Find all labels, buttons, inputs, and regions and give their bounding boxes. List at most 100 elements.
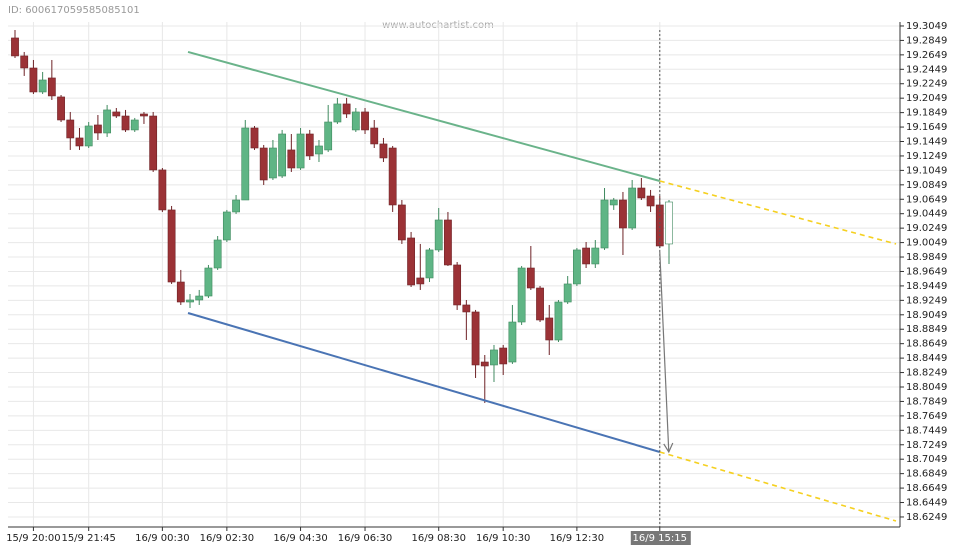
y-tick-label: 19.1049: [906, 165, 947, 176]
candle-body: [628, 187, 637, 229]
y-tick-label: 18.7449: [906, 425, 947, 436]
candle-body: [609, 199, 618, 206]
candle-body: [103, 109, 112, 134]
y-tick-label: 18.6449: [906, 498, 947, 509]
y-tick-label: 18.9849: [906, 252, 947, 263]
y-tick-label: 18.7049: [906, 454, 947, 465]
candle-body: [425, 249, 434, 279]
candle-body: [637, 187, 646, 199]
candle-body: [222, 211, 231, 241]
candle-body: [195, 295, 204, 301]
y-tick-label: 18.8649: [906, 339, 947, 350]
candle-body: [158, 169, 167, 211]
candle-body: [213, 239, 222, 269]
y-tick-label: 18.6649: [906, 483, 947, 494]
candle-body: [471, 311, 480, 366]
candle-body: [186, 299, 194, 303]
candle-body: [75, 137, 84, 147]
candle-body: [379, 143, 388, 159]
x-tick-label: 16/9 15:15: [633, 533, 687, 544]
candle-body: [665, 201, 673, 245]
x-label-highlight: [630, 531, 691, 545]
y-tick-label: 19.1249: [906, 151, 947, 162]
x-tick-label: 16/9 12:30: [550, 533, 604, 544]
candle-body: [591, 247, 600, 265]
y-tick-label: 19.2649: [906, 50, 947, 61]
candle-body: [47, 77, 56, 97]
candle-body: [112, 111, 121, 117]
y-tick-label: 18.6849: [906, 469, 947, 480]
y-tick-label: 19.0849: [906, 180, 947, 191]
candle-body: [29, 67, 38, 93]
y-tick-label: 18.9249: [906, 295, 947, 306]
candle-body: [140, 113, 148, 117]
candle-body: [38, 79, 47, 93]
candle-body: [582, 247, 590, 265]
candle-body: [526, 267, 535, 289]
y-tick-label: 19.1649: [906, 122, 947, 133]
candle-body: [480, 361, 489, 367]
x-tick-label: 15/9 21:45: [61, 533, 115, 544]
forecast-arrow: [659, 251, 670, 453]
x-tick-label: 16/9 08:30: [411, 533, 465, 544]
x-tick-label: 16/9 06:30: [338, 533, 392, 544]
candle-body: [315, 145, 323, 155]
y-tick-label: 19.2249: [906, 79, 947, 90]
resistance-forecast: [659, 180, 897, 245]
y-tick-label: 18.7649: [906, 411, 947, 422]
x-tick-label: 16/9 04:30: [273, 533, 327, 544]
forecast-arrowhead: [663, 442, 674, 454]
y-tick-label: 18.6249: [906, 512, 947, 523]
y-tick-label: 18.9649: [906, 266, 947, 277]
y-tick-label: 19.0649: [906, 194, 947, 205]
candle-body: [370, 127, 379, 145]
candle-body: [57, 96, 65, 121]
candle-body: [508, 321, 517, 363]
resistance-line: [187, 51, 661, 182]
y-tick-label: 19.2849: [906, 35, 947, 46]
candle-body: [453, 264, 462, 306]
y-tick-label: 18.8849: [906, 324, 947, 335]
candle-body: [287, 149, 296, 169]
y-tick-label: 18.9049: [906, 310, 947, 321]
candle-body: [563, 283, 572, 303]
y-tick-label: 19.1849: [906, 108, 947, 119]
candle-body: [250, 127, 259, 149]
candle-body: [167, 209, 176, 283]
candle-body: [269, 147, 277, 179]
y-tick-label: 18.7249: [906, 440, 947, 451]
y-tick-label: 18.7849: [906, 396, 947, 407]
candle-body: [536, 287, 544, 321]
candle-body: [241, 127, 250, 201]
y-tick-label: 19.0249: [906, 223, 947, 234]
candle-body: [176, 281, 185, 303]
candle-body: [11, 37, 19, 57]
y-tick-label: 18.8049: [906, 382, 947, 393]
y-tick-label: 18.8249: [906, 368, 947, 379]
support-line: [187, 312, 661, 453]
support-forecast: [659, 451, 897, 522]
candle-body: [121, 115, 130, 131]
candle-body: [305, 133, 314, 157]
candle-body: [416, 277, 425, 285]
candle-body: [646, 195, 655, 207]
candle-body: [84, 125, 93, 147]
candle-body: [130, 119, 139, 131]
candle-body: [572, 249, 581, 285]
candle-body: [655, 204, 664, 247]
y-tick-label: 18.9449: [906, 281, 947, 292]
candle-body: [20, 55, 29, 69]
candle-body: [278, 133, 287, 177]
candle-body: [554, 301, 563, 341]
candle-body: [361, 111, 369, 131]
candle-body: [545, 317, 554, 341]
candle-body: [517, 267, 526, 323]
candle-body: [66, 119, 75, 139]
id-label: ID: 600617059585085101: [8, 5, 140, 16]
candle-body: [333, 103, 342, 123]
candle-body: [342, 103, 351, 115]
x-tick-label: 16/9 02:30: [200, 533, 254, 544]
candle-body: [232, 199, 240, 213]
